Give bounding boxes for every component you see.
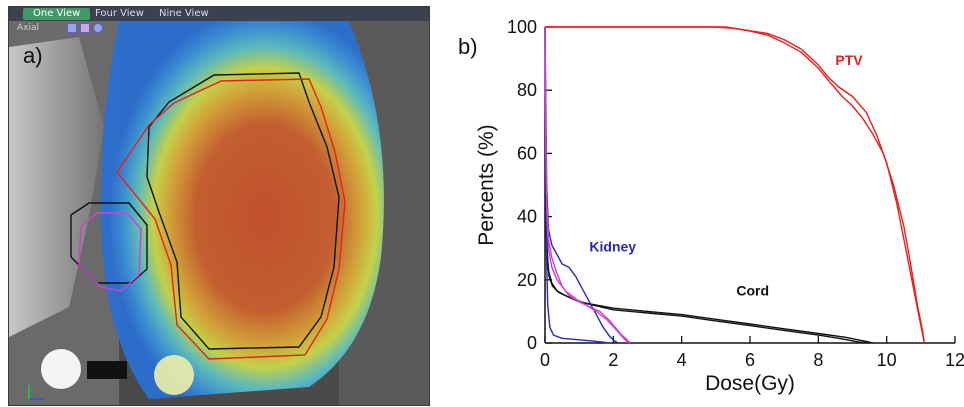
dark-region [87,361,127,379]
panel-label-b: b) [458,34,478,59]
series-line [544,26,619,344]
ct-viewer: One View Four View Nine View Axial a) [8,6,430,406]
series-line [544,33,630,344]
window-level-icon[interactable] [67,23,77,33]
y-tick-label: 60 [517,143,537,163]
y-tick-label: 80 [517,80,537,100]
x-axis-title: Dose(Gy) [705,372,795,395]
x-tick-label: 8 [813,350,823,370]
ct-image [9,7,429,405]
tab-four-view[interactable]: Four View [95,8,144,19]
series-line [544,207,870,344]
y-tick-label: 100 [507,17,537,37]
x-tick-label: 12 [945,350,964,370]
annotation-label: Cord [736,283,769,299]
x-tick-label: 10 [877,350,897,370]
x-tick-label: 2 [608,350,618,370]
dvh-plot: 0 20 40 60 80 100 0 2 4 6 8 10 12 Dose(Gy) Percents (%… [475,17,964,395]
x-tick-label: 6 [745,350,755,370]
y-tick-label: 20 [517,270,537,290]
x-tick-label: 4 [677,350,687,370]
series-line [545,26,925,344]
kidney-contour [78,212,142,292]
pan-icon[interactable] [93,23,103,33]
ptv-contour [116,78,346,360]
bone-marker-2 [154,355,194,395]
y-axis-title: Percents (%) [475,124,498,245]
y-tick-label: 40 [517,207,537,227]
annotation-label: PTV [835,52,863,68]
bone-marker [41,349,81,389]
panel-label-a: a) [23,43,43,68]
view-orientation-label: Axial [17,23,39,33]
dose-wash [100,21,384,399]
dvh-chart: 0 20 40 60 80 100 0 2 4 6 8 10 12 Dose(Gy) Percents (%… [440,0,964,407]
series-line [544,26,631,344]
view-tabbar [9,7,429,21]
series-line [544,194,874,344]
color-icon[interactable] [80,23,90,33]
annotation-label: Kidney [589,238,636,254]
bone-region [9,37,104,337]
series-line [544,26,610,344]
tab-one-view[interactable]: One View [23,8,91,20]
cord-contour [146,72,340,350]
series-line [545,26,925,344]
y-tick-label: 0 [527,333,537,353]
tab-nine-view[interactable]: Nine View [159,8,209,19]
x-tick-label: 0 [540,350,550,370]
